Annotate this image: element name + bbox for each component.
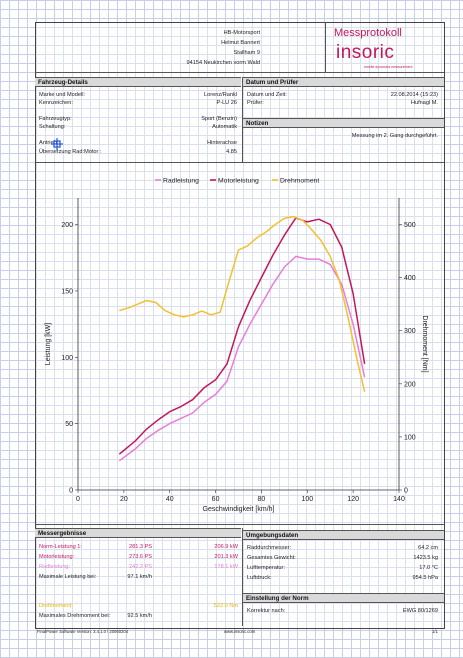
- legend-engine-power-label: Motorleistung: [218, 178, 259, 185]
- make-label: Marke und Modell:: [39, 92, 86, 98]
- wheel-power-ps: 242.2 PS: [128, 564, 152, 570]
- plate-value: P-LU 26: [216, 100, 237, 106]
- wheel-power-label: Radleistung:: [39, 564, 71, 570]
- section-results: Messergebnisse: [35, 528, 241, 538]
- section-date: Datum und Prüfer: [243, 77, 444, 87]
- max-torque-label: Maximales Drehmoment bei:: [39, 613, 111, 619]
- wheel-diameter-value: 64.2 cm: [418, 545, 438, 551]
- make-value: Lorenz/Rankl: [204, 92, 237, 98]
- footer-website[interactable]: www.insoric.com: [224, 629, 256, 634]
- series-torque-line: [119, 215, 366, 392]
- logo-tagline: mobile dynamics measurement: [364, 65, 413, 69]
- section-conditions: Umgebungsdaten: [243, 530, 444, 540]
- ratio-value: 4.85: [226, 149, 237, 155]
- norm-power-kw: 206.9 kW: [214, 544, 238, 550]
- drive-value: Hinterachse: [207, 140, 237, 146]
- results-separator: [242, 528, 243, 626]
- drive-label: Antrieb:: [39, 140, 59, 146]
- footer-software-version: FinalPower Software Version: 3.4.1.0 / 2…: [37, 629, 129, 634]
- date-label: Datum und Zeit:: [247, 92, 287, 98]
- norm-power-label: Norm-Leistung 1:: [39, 544, 82, 550]
- x-tick-label: 40: [166, 496, 174, 503]
- company-name: HB-Motorsport: [223, 30, 260, 36]
- section-norm: Einstellung der Norm: [243, 593, 444, 603]
- max-power-speed: 97.1 km/h: [127, 574, 152, 580]
- gear-label: Schaltung:: [39, 124, 66, 130]
- y2-tick-label: 300: [404, 328, 416, 335]
- series-wheel-power-line: [118, 255, 366, 462]
- type-label: Fahrzeugtyp:: [39, 116, 72, 122]
- wheel-power-kw: 178.1 kW: [214, 564, 238, 570]
- gear-value: Automatik: [212, 124, 237, 130]
- pressure-value: 954.5 hPa: [412, 575, 438, 581]
- torque-label: Drehmoment:: [39, 603, 73, 609]
- weight-label: Gesamtes Gewicht:: [247, 555, 296, 561]
- header-divider: [35, 72, 444, 73]
- date-value: 22.08.2014 (15:23): [390, 92, 438, 98]
- y-tick-label: 150: [61, 288, 73, 295]
- ratio-label: Übersetzung Rad:Motor :: [39, 149, 102, 155]
- section-notes: Notizen: [243, 118, 444, 128]
- temperature-value: 17.0 °C: [419, 565, 438, 571]
- y-tick-label: 100: [61, 355, 73, 362]
- temperature-label: Lufttemperatur:: [247, 565, 285, 571]
- y2-tick-label: 400: [404, 275, 416, 282]
- header-separator: [325, 22, 326, 72]
- norm-power-ps: 281.3 PS: [128, 544, 152, 550]
- x-tick-label: 80: [258, 496, 266, 503]
- norm-correction-label: Korrektur nach:: [247, 608, 286, 614]
- insoric-logo: insoric: [336, 42, 395, 63]
- performance-chart: 0 20 40 60 80 100 120 1400501001502000100200300…: [45, 178, 428, 514]
- pressure-label: Luftdruck:: [247, 575, 272, 581]
- company-owner: Helmut Bannert: [221, 40, 260, 46]
- engine-power-label: Motorleistung:: [39, 554, 75, 560]
- section-vehicle: Fahrzeug-Details: [35, 77, 241, 87]
- x-tick-label: 0: [76, 496, 80, 503]
- y-tick-label: 50: [65, 421, 73, 428]
- x-tick-label: 140: [393, 496, 405, 503]
- y2-axis-label: Drehmoment [Nm]: [421, 315, 428, 372]
- max-power-label: Maximale Leistung bei:: [39, 574, 97, 580]
- y-tick-label: 0: [69, 488, 73, 495]
- y-axis-label: Leistung [kW]: [45, 323, 52, 365]
- y-tick-label: 200: [61, 222, 73, 229]
- engine-power-ps: 273.6 PS: [128, 554, 152, 560]
- company-city: 94154 Neukirchen vorm Wald: [186, 60, 260, 66]
- y2-tick-label: 0: [404, 488, 408, 495]
- y2-tick-label: 200: [404, 381, 416, 388]
- cursor-crosshair-icon: [51, 138, 63, 150]
- notes-text: Messung im 2. Gang durchgeführt.: [351, 133, 438, 139]
- x-tick-label: 60: [212, 496, 220, 503]
- x-axis-label: Geschwindigkeit [km/h]: [203, 506, 275, 513]
- legend-wheel-power-label: Radleistung: [163, 178, 199, 185]
- y2-tick-label: 100: [404, 434, 416, 441]
- report-title: Messprotokoll: [334, 27, 402, 39]
- tester-label: Prüfer:: [247, 100, 264, 106]
- results-top-divider: [35, 524, 444, 525]
- series-engine-power-line: [118, 217, 366, 455]
- weight-value: 1423.5 kg: [413, 555, 438, 561]
- plate-label: Kennzeichen:: [39, 100, 73, 106]
- legend-torque-label: Drehmoment: [280, 178, 319, 185]
- x-tick-label: 100: [301, 496, 313, 503]
- tester-value: Hufnagl M.: [410, 100, 438, 106]
- chart-top-divider: [35, 162, 444, 163]
- footer-page-number: 1/1: [432, 629, 438, 634]
- x-tick-label: 20: [120, 496, 128, 503]
- details-separator: [242, 77, 243, 162]
- company-street: Stallham 9: [233, 50, 260, 56]
- type-value: Sport (Benzin): [201, 116, 237, 122]
- norm-correction-value: EWG 80/1269: [402, 608, 438, 614]
- wheel-diameter-label: Raddurchmesser:: [247, 545, 292, 551]
- x-tick-label: 120: [347, 496, 359, 503]
- y2-tick-label: 500: [404, 222, 416, 229]
- engine-power-kw: 201.3 kW: [214, 554, 238, 560]
- max-torque-speed: 92.5 km/h: [127, 613, 152, 619]
- torque-value: 522.0 Nm: [213, 603, 238, 609]
